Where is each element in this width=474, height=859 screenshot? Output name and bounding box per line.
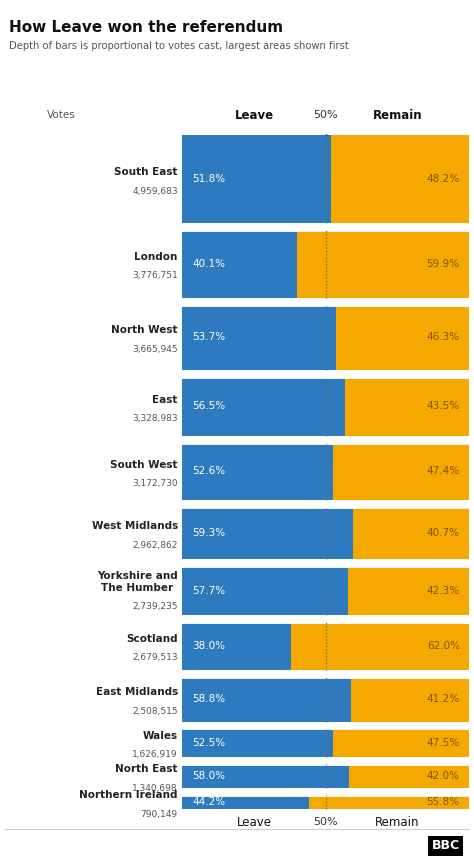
Bar <box>333 443 469 500</box>
Bar <box>182 566 348 615</box>
Text: 40.1%: 40.1% <box>192 259 225 269</box>
Text: Northern Ireland: Northern Ireland <box>79 790 178 801</box>
Text: South East: South East <box>114 168 178 177</box>
Bar <box>331 135 469 223</box>
Text: 47.4%: 47.4% <box>427 466 460 477</box>
Text: 41.2%: 41.2% <box>427 694 460 704</box>
Text: 56.5%: 56.5% <box>192 401 225 411</box>
Bar <box>182 443 333 500</box>
Text: East Midlands: East Midlands <box>95 687 178 698</box>
Text: 1,340,698: 1,340,698 <box>132 783 178 793</box>
Text: 2,508,515: 2,508,515 <box>132 707 178 716</box>
Text: North West: North West <box>111 326 178 335</box>
Text: Depth of bars is proportional to votes cast, largest areas shown first: Depth of bars is proportional to votes c… <box>9 41 349 52</box>
Text: Remain: Remain <box>375 816 420 829</box>
Text: 790,149: 790,149 <box>141 810 178 819</box>
Text: 43.5%: 43.5% <box>427 401 460 411</box>
Text: Leave: Leave <box>237 816 272 829</box>
Text: Remain: Remain <box>373 108 422 121</box>
Text: 2,962,862: 2,962,862 <box>132 540 178 550</box>
Text: 40.7%: 40.7% <box>427 528 460 538</box>
Text: 3,172,730: 3,172,730 <box>132 479 178 488</box>
Text: 52.5%: 52.5% <box>192 738 225 748</box>
Text: 3,328,983: 3,328,983 <box>132 414 178 423</box>
Text: 48.2%: 48.2% <box>427 174 460 184</box>
Text: 55.8%: 55.8% <box>427 797 460 807</box>
Bar <box>182 728 333 758</box>
Text: 58.8%: 58.8% <box>192 694 225 704</box>
Bar <box>353 507 469 559</box>
Bar <box>182 135 331 223</box>
Bar <box>292 622 469 670</box>
Bar <box>182 304 337 370</box>
Text: Yorkshire and
The Humber: Yorkshire and The Humber <box>97 571 178 593</box>
Text: 4,959,683: 4,959,683 <box>132 186 178 196</box>
Text: London: London <box>134 252 178 262</box>
Text: 52.6%: 52.6% <box>192 466 225 477</box>
Text: 38.0%: 38.0% <box>192 641 225 651</box>
Text: Scotland: Scotland <box>126 634 178 644</box>
Text: How Leave won the referendum: How Leave won the referendum <box>9 20 283 34</box>
Text: Leave: Leave <box>235 108 274 121</box>
Bar <box>345 377 469 436</box>
Text: Wales: Wales <box>143 731 178 741</box>
Text: 59.9%: 59.9% <box>427 259 460 269</box>
Text: 1,626,919: 1,626,919 <box>132 751 178 759</box>
Text: 50%: 50% <box>314 817 338 827</box>
Bar <box>182 622 292 670</box>
Bar <box>351 677 469 722</box>
Text: 47.5%: 47.5% <box>427 738 460 748</box>
Bar <box>182 795 309 809</box>
Text: West Midlands: West Midlands <box>91 521 178 531</box>
Text: 57.7%: 57.7% <box>192 586 225 596</box>
Text: 51.8%: 51.8% <box>192 174 225 184</box>
Text: 2,739,235: 2,739,235 <box>132 601 178 611</box>
Bar <box>182 230 298 297</box>
Text: 58.0%: 58.0% <box>192 771 225 781</box>
Text: 3,776,751: 3,776,751 <box>132 271 178 280</box>
Text: 46.3%: 46.3% <box>427 332 460 342</box>
Bar <box>182 677 351 722</box>
Text: 44.2%: 44.2% <box>192 797 225 807</box>
Text: BBC: BBC <box>432 839 460 852</box>
Text: 42.0%: 42.0% <box>427 771 460 781</box>
Bar <box>182 377 345 436</box>
Bar <box>333 728 469 758</box>
Text: 2,679,513: 2,679,513 <box>132 654 178 662</box>
Text: East: East <box>152 394 178 405</box>
Bar <box>298 230 469 297</box>
Bar <box>348 566 469 615</box>
Text: 62.0%: 62.0% <box>427 641 460 651</box>
Bar <box>182 507 353 559</box>
Text: 42.3%: 42.3% <box>427 586 460 596</box>
Text: South West: South West <box>110 460 178 470</box>
Bar <box>182 765 349 789</box>
Text: North East: North East <box>115 765 178 774</box>
Text: 53.7%: 53.7% <box>192 332 225 342</box>
Bar <box>349 765 469 789</box>
Bar <box>337 304 469 370</box>
Text: 3,665,945: 3,665,945 <box>132 344 178 354</box>
Bar <box>309 795 469 809</box>
Text: Votes: Votes <box>47 110 76 120</box>
Text: 50%: 50% <box>314 110 338 120</box>
Text: 59.3%: 59.3% <box>192 528 225 538</box>
